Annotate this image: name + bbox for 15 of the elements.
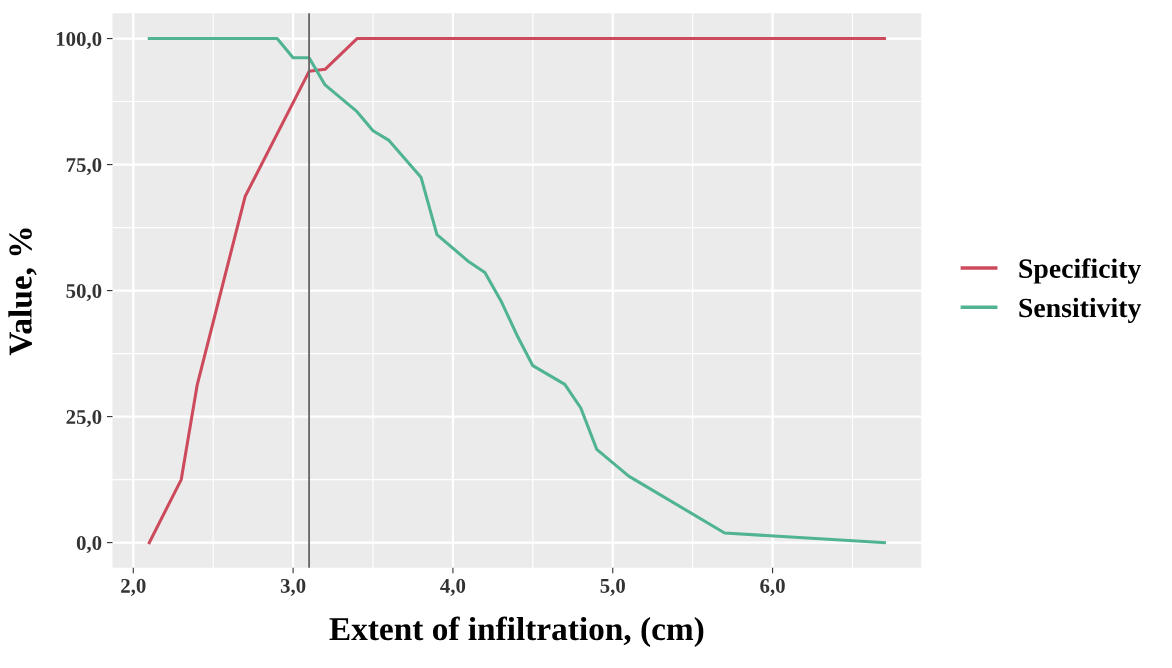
y-tick-label: 25,0 (66, 409, 102, 428)
y-axis-title: Value, % (8, 228, 37, 356)
legend-label: Sensitivity (1019, 297, 1142, 324)
line-series (147, 37, 886, 545)
y-tick-label: 75,0 (66, 157, 102, 176)
x-tick-label: 6,0 (760, 578, 785, 596)
x-axis-title: Extent of infiltration, (cm) (329, 616, 704, 648)
y-tick-label: 100,0 (56, 31, 102, 50)
x-tick-label: 5,0 (600, 578, 625, 596)
legend-label: Specificity (1019, 258, 1142, 284)
x-tick-label: 4,0 (440, 578, 466, 596)
x-tick-label: 3,0 (280, 578, 306, 596)
y-tick-label: 0,0 (76, 535, 102, 554)
y-tick-label: 50,0 (66, 283, 102, 302)
x-tick-label: 2,0 (121, 578, 146, 596)
